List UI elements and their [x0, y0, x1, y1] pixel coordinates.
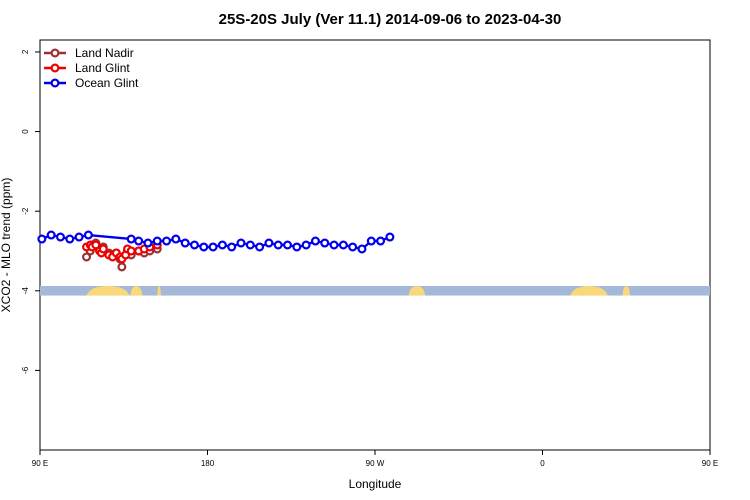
- point-ocean-glint-23: [283, 240, 293, 250]
- point-land-glint-3: [91, 240, 101, 250]
- legend-label-land-nadir: Land Nadir: [75, 46, 134, 60]
- point-ocean-glint-9: [152, 236, 162, 246]
- point-ocean-glint-8: [143, 238, 153, 248]
- point-land-glint-14: [126, 246, 136, 256]
- point-ocean-glint-27: [320, 238, 330, 248]
- chart-title: 25S-20S July (Ver 11.1) 2014-09-06 to 20…: [219, 11, 562, 28]
- point-ocean-glint-34: [385, 232, 395, 242]
- legend-label-ocean-glint: Ocean Glint: [75, 76, 139, 90]
- legend-entry-land-nadir: Land Nadir: [44, 46, 134, 60]
- point-ocean-glint-1: [46, 230, 56, 240]
- land-patch-5: [622, 286, 630, 296]
- point-ocean-glint-3: [65, 234, 75, 244]
- legend-marker-ocean-glint: [50, 78, 60, 88]
- y-tick-label-2: -2: [21, 207, 30, 215]
- series-layer: [37, 230, 395, 272]
- x-tick-label-2: 90 W: [366, 459, 385, 468]
- y-axis: 2 0 -2 -4 -6: [21, 49, 40, 374]
- x-tick-label-1: 180: [201, 459, 215, 468]
- point-ocean-glint-31: [357, 244, 367, 254]
- legend-marker-land-glint: [50, 63, 60, 73]
- point-ocean-glint-5: [83, 230, 93, 240]
- point-ocean-glint-11: [171, 234, 181, 244]
- point-ocean-glint-4: [74, 232, 84, 242]
- y-axis-label: XCO2 - MLO trend (ppm): [0, 178, 13, 313]
- y-tick-label-1: 0: [21, 129, 30, 134]
- point-ocean-glint-19: [245, 240, 255, 250]
- y-tick-label-4: -6: [21, 366, 30, 374]
- point-ocean-glint-15: [208, 242, 218, 252]
- point-ocean-glint-33: [376, 236, 386, 246]
- point-ocean-glint-16: [217, 240, 227, 250]
- land-patch-3: [408, 286, 426, 296]
- background-band: [40, 286, 710, 296]
- ocean-band: [40, 286, 710, 296]
- point-ocean-glint-12: [180, 238, 190, 248]
- x-tick-label-3: 0: [540, 459, 545, 468]
- point-ocean-glint-10: [162, 236, 172, 246]
- point-ocean-glint-21: [264, 238, 274, 248]
- point-ocean-glint-29: [338, 240, 348, 250]
- point-ocean-glint-13: [189, 240, 199, 250]
- land-patch-2: [157, 286, 161, 296]
- land-patch-0: [86, 286, 130, 296]
- x-tick-label-4: 90 E: [702, 459, 718, 468]
- series-ocean-glint: [37, 230, 395, 254]
- point-ocean-glint-0: [37, 234, 47, 244]
- point-ocean-glint-30: [348, 242, 358, 252]
- point-ocean-glint-22: [273, 240, 283, 250]
- land-patch-4: [570, 286, 608, 296]
- x-tick-label-0: 90 E: [32, 459, 48, 468]
- point-ocean-glint-32: [366, 236, 376, 246]
- point-land-glint-6: [98, 244, 108, 254]
- legend-label-land-glint: Land Glint: [75, 61, 130, 75]
- point-ocean-glint-25: [301, 240, 311, 250]
- x-axis-label: Longitude: [349, 477, 402, 491]
- point-ocean-glint-14: [199, 242, 209, 252]
- legend-entry-ocean-glint: Ocean Glint: [44, 76, 139, 90]
- point-ocean-glint-6: [126, 234, 136, 244]
- y-tick-label-0: 2: [21, 49, 30, 54]
- point-land-nadir-0: [82, 252, 92, 262]
- point-ocean-glint-26: [310, 236, 320, 246]
- point-ocean-glint-17: [227, 242, 237, 252]
- legend-entry-land-glint: Land Glint: [44, 61, 130, 75]
- point-ocean-glint-20: [255, 242, 265, 252]
- point-ocean-glint-24: [292, 242, 302, 252]
- y-tick-label-3: -4: [21, 287, 30, 295]
- x-axis: 90 E 180 90 W 0 90 E: [32, 450, 718, 468]
- point-ocean-glint-2: [55, 232, 65, 242]
- legend-marker-land-nadir: [50, 48, 60, 58]
- point-land-nadir-11: [117, 262, 127, 272]
- point-ocean-glint-7: [134, 236, 144, 246]
- land-patch-1: [130, 286, 143, 296]
- point-ocean-glint-18: [236, 238, 246, 248]
- point-ocean-glint-28: [329, 240, 339, 250]
